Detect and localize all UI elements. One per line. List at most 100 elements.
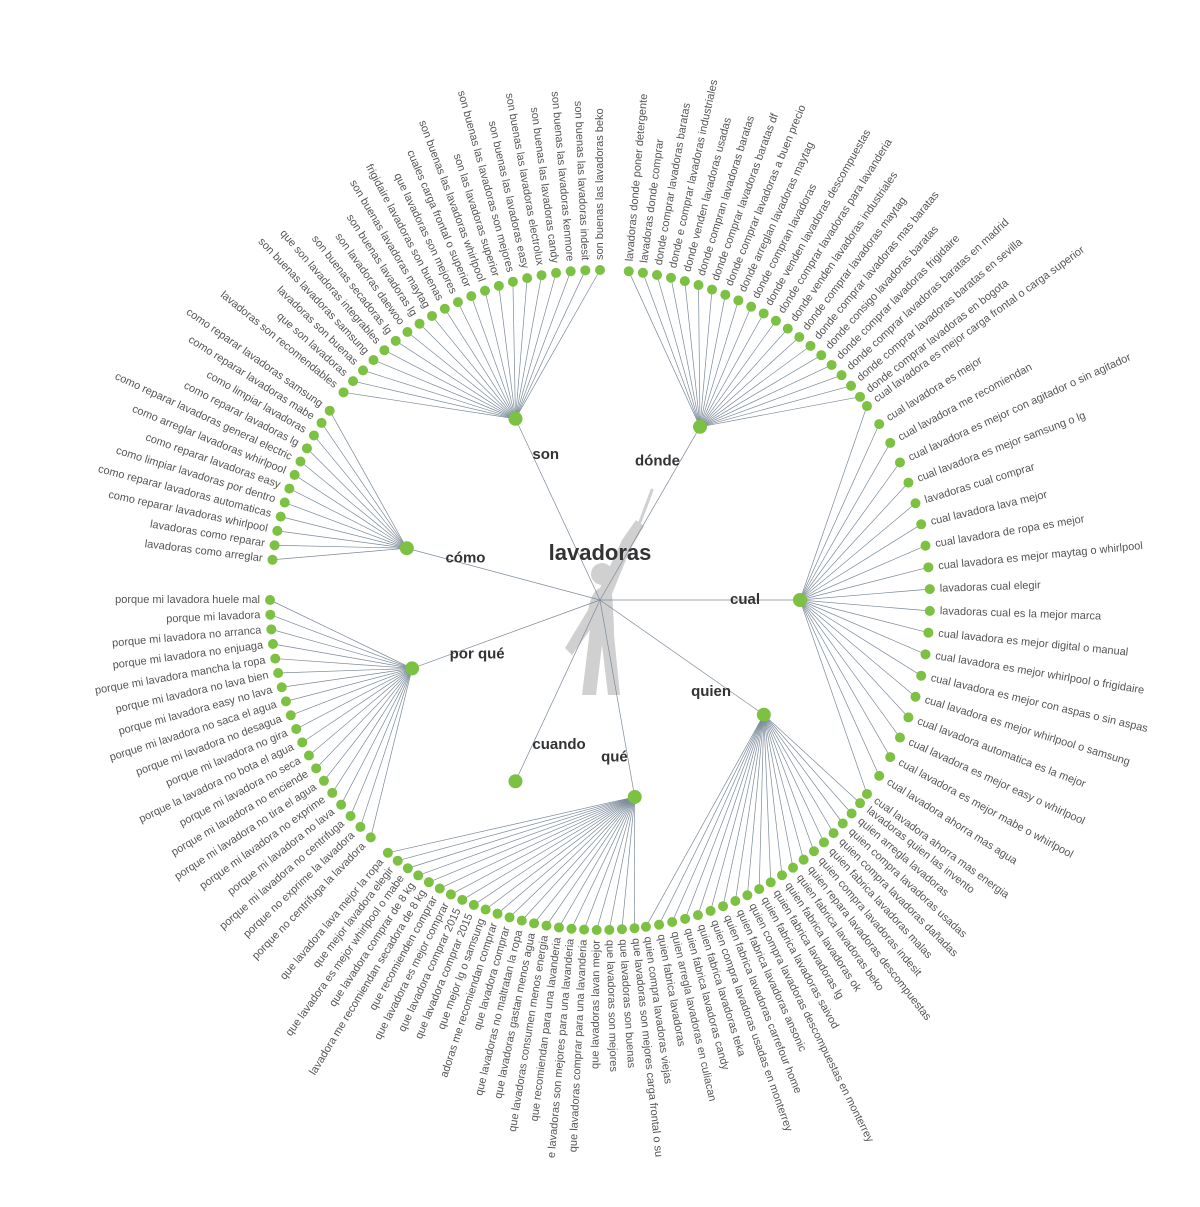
leaf-node	[925, 584, 935, 594]
edge-center-to-category	[600, 600, 764, 715]
leaf-node	[336, 800, 346, 810]
edge-category-to-leaf	[353, 381, 515, 419]
leaf-node	[759, 308, 769, 318]
edge-category-to-leaf	[341, 668, 412, 804]
leaf-label: cual lavadora es mejor maytag o whirlpoo…	[938, 540, 1144, 572]
leaf-node	[415, 319, 425, 329]
category-label: cual	[730, 591, 760, 608]
leaf-node	[440, 304, 450, 314]
leaf-node	[413, 870, 423, 880]
leaf-node	[446, 889, 456, 899]
edge-category-to-leaf	[700, 329, 788, 427]
edge-category-to-leaf	[800, 600, 921, 676]
category-node	[693, 420, 707, 434]
leaf-node	[903, 712, 913, 722]
edge-center-to-category	[600, 600, 635, 797]
leaf-node	[592, 925, 602, 935]
leaf-node	[694, 280, 704, 290]
leaf-node	[693, 910, 703, 920]
edge-category-to-leaf	[685, 281, 700, 427]
leaf-node	[391, 336, 401, 346]
edge-category-to-leaf	[700, 346, 810, 427]
leaf-node	[453, 297, 463, 307]
leaf-node	[551, 268, 561, 278]
edge-category-to-leaf	[629, 271, 700, 427]
edge-category-to-leaf	[458, 302, 516, 419]
leaf-node	[720, 290, 730, 300]
edge-category-to-leaf	[510, 797, 635, 917]
labels-layer: lavadorascualcual lavadora es mejor carg…	[94, 78, 1149, 1158]
category-node	[508, 774, 522, 788]
leaf-node	[742, 890, 752, 900]
leaf-node	[910, 692, 920, 702]
category-label: dónde	[635, 452, 680, 469]
leaf-node	[393, 856, 403, 866]
edge-category-to-leaf	[609, 797, 634, 930]
leaf-node	[383, 848, 393, 858]
leaf-node	[348, 376, 358, 386]
edge-category-to-leaf	[711, 715, 764, 911]
leaf-node	[916, 519, 926, 529]
leaf-node	[297, 737, 307, 747]
leaf-node	[346, 811, 356, 821]
edge-category-to-leaf	[515, 270, 600, 419]
leaf-node	[855, 798, 865, 808]
category-label: quien	[691, 683, 731, 700]
category-node	[405, 661, 419, 675]
edge-category-to-leaf	[398, 797, 635, 861]
leaf-node	[805, 341, 815, 351]
edge-category-to-leaf	[672, 715, 764, 922]
leaf-label: son buenas las lavadoras beko	[594, 108, 606, 260]
leaf-node	[319, 776, 329, 786]
edge-category-to-leaf	[671, 278, 700, 427]
edge-category-to-leaf	[800, 443, 890, 600]
leaf-node	[925, 606, 935, 616]
edge-category-to-leaf	[764, 715, 771, 883]
leaf-node	[827, 360, 837, 370]
edge-category-to-leaf	[285, 503, 407, 549]
leaf-label: cual lavadora es mejor digital o manual	[938, 628, 1129, 659]
edge-category-to-leaf	[420, 324, 516, 419]
leaf-node	[435, 883, 445, 893]
leaf-node	[885, 752, 895, 762]
edge-category-to-leaf	[700, 313, 764, 426]
edge-category-to-leaf	[474, 797, 635, 905]
leaf-node	[457, 895, 467, 905]
leaf-label: porque mi lavadora huele mal	[115, 594, 260, 606]
leaf-node	[481, 905, 491, 915]
edge-category-to-leaf	[316, 668, 412, 768]
leaf-node	[366, 832, 376, 842]
edge-category-to-leaf	[534, 797, 635, 923]
leaf-node	[554, 922, 564, 932]
leaf-node	[567, 924, 577, 934]
leaf-node	[272, 526, 282, 536]
leaf-node	[266, 624, 276, 634]
radial-tree-diagram: lavadorascualcual lavadora es mejor carg…	[0, 0, 1200, 1207]
leaf-node	[641, 922, 651, 932]
edge-category-to-leaf	[499, 286, 516, 419]
leaf-node	[746, 302, 756, 312]
leaf-label: lavadoras cual elegir	[940, 579, 1042, 594]
leaf-node	[855, 392, 865, 402]
edge-category-to-leaf	[363, 370, 515, 418]
center-label: lavadoras	[549, 540, 652, 565]
leaf-node	[667, 917, 677, 927]
edge-category-to-leaf	[373, 360, 515, 419]
leaf-node	[666, 273, 676, 283]
leaf-node	[819, 837, 829, 847]
leaf-node	[493, 909, 503, 919]
leaf-node	[638, 268, 648, 278]
leaf-node	[916, 671, 926, 681]
edge-category-to-leaf	[800, 600, 867, 794]
leaf-node	[522, 273, 532, 283]
leaf-node	[270, 540, 280, 550]
leaf-node	[325, 406, 335, 416]
leaf-node	[302, 443, 312, 453]
leaf-node	[816, 350, 826, 360]
leaf-node	[517, 916, 527, 926]
leaf-node	[580, 265, 590, 275]
edge-category-to-leaf	[723, 715, 764, 906]
leaf-node	[604, 925, 614, 935]
edge-category-to-leaf	[396, 341, 516, 419]
edge-category-to-leaf	[462, 797, 634, 900]
